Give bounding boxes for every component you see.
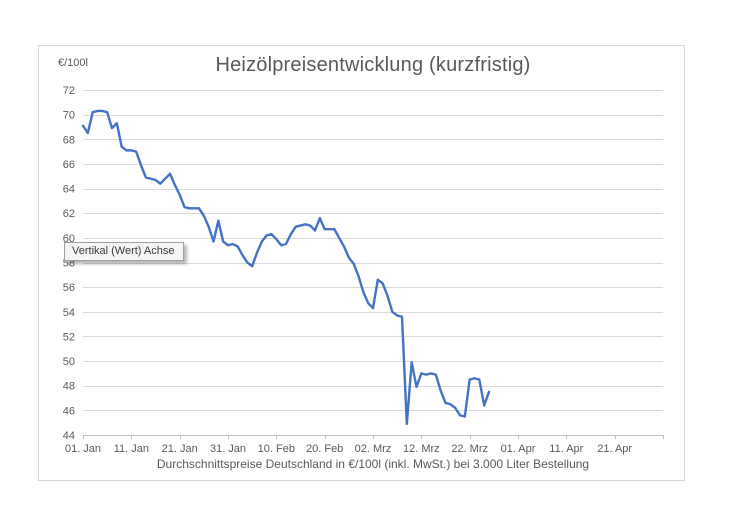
x-axis-tick-label[interactable]: 10. Feb: [258, 443, 295, 455]
y-axis-tick-label[interactable]: 72: [63, 85, 75, 97]
x-axis-tick-label[interactable]: 01. Jan: [65, 443, 101, 455]
vertical-axis-tooltip: Vertikal (Wert) Achse: [64, 242, 184, 261]
y-axis-tick-label[interactable]: 44: [63, 430, 75, 442]
x-axis-tick-label[interactable]: 11. Jan: [114, 443, 149, 455]
y-axis-tick-label[interactable]: 68: [63, 134, 75, 146]
x-axis-tick-label[interactable]: 22. Mrz: [451, 443, 488, 455]
x-axis-tick-label[interactable]: 31. Jan: [210, 443, 246, 455]
y-axis-tick-label[interactable]: 60: [63, 233, 75, 245]
y-axis-tick-label[interactable]: 48: [63, 381, 75, 393]
x-axis-tick-label[interactable]: 11. Apr: [549, 443, 583, 455]
y-axis-tick-label[interactable]: 46: [63, 405, 75, 417]
x-axis-caption[interactable]: Durchschnittspreise Deutschland in €/100…: [156, 457, 590, 471]
y-axis-tick-label[interactable]: 66: [63, 159, 75, 171]
y-axis-tick-label[interactable]: 70: [63, 110, 75, 122]
y-axis-tick-label[interactable]: 52: [63, 331, 75, 343]
chart-title[interactable]: Heizölpreisentwicklung (kurzfristig): [215, 54, 531, 76]
x-axis-tick-label[interactable]: 21. Jan: [162, 443, 198, 455]
y-axis-tick-label[interactable]: 62: [63, 208, 75, 220]
x-axis-tick-label[interactable]: 20. Feb: [306, 443, 343, 455]
chart-frame: 44 46 48 50 52 54 56 58 60 62 64 66 68 70 72 01. Jan 11.…: [38, 45, 685, 481]
y-axis-tick-label[interactable]: 56: [63, 282, 75, 294]
y-axis-tick-label[interactable]: 64: [63, 184, 75, 196]
vertical-axis-tooltip-text: Vertikal (Wert) Achse: [72, 245, 175, 257]
x-axis-tick-label[interactable]: 12. Mrz: [403, 443, 440, 455]
x-axis-tick-label[interactable]: 01. Apr: [501, 443, 536, 455]
x-axis-tick-label[interactable]: 02. Mrz: [355, 443, 392, 455]
x-axis-tick-label[interactable]: 21. Apr: [597, 443, 632, 455]
y-axis-unit-label[interactable]: €/100l: [58, 57, 88, 69]
price-series-line[interactable]: [81, 109, 491, 426]
y-axis-tick-label[interactable]: 54: [63, 307, 75, 319]
y-axis-tick-label[interactable]: 50: [63, 356, 75, 368]
